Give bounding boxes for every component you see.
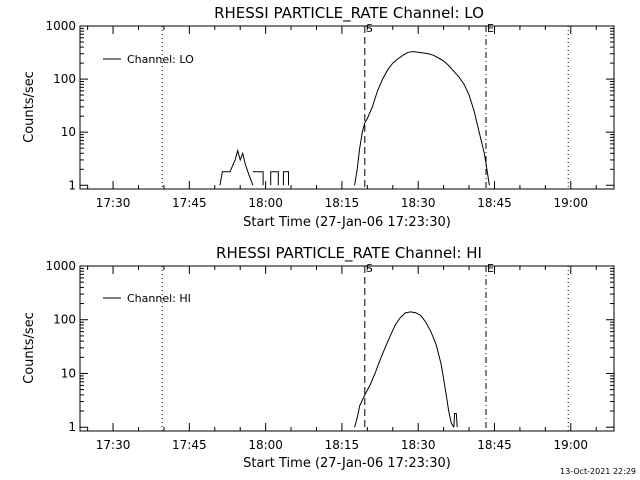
x-tick-label: 19:00 <box>553 196 588 210</box>
time-marker-label: S <box>366 22 373 35</box>
x-tick-label: 17:45 <box>172 438 207 452</box>
y-tick-label: 100 <box>53 313 76 327</box>
panel-lo-legend: Channel: LO <box>103 53 194 66</box>
y-tick-label: 100 <box>53 72 76 86</box>
panel-hi-plot-frame <box>79 265 615 432</box>
series-line <box>354 311 455 428</box>
y-tick-label: 10 <box>61 366 76 380</box>
panel-lo-title: RHESSI PARTICLE_RATE Channel: LO <box>214 4 484 23</box>
panel-lo-x-axis: 17:30 17:45 18:00 18:15 18:30 18:45 19:00 <box>87 26 597 210</box>
panel-lo-y-axis: 1 10 100 1000 <box>45 19 614 192</box>
panel-hi-y-axis-label: Counts/sec <box>22 312 37 384</box>
x-tick-label: 17:45 <box>172 196 207 210</box>
y-tick-label: 10 <box>61 125 76 139</box>
series-line <box>270 171 279 186</box>
y-tick-label: 1000 <box>45 19 76 33</box>
series-line <box>252 171 264 186</box>
x-tick-label: 18:30 <box>401 196 436 210</box>
series-line <box>219 148 254 186</box>
y-tick-label: 1 <box>68 420 76 434</box>
y-tick-label: 1 <box>68 178 76 192</box>
panel-hi-x-axis: 17:30 17:45 18:00 18:15 18:30 18:45 19:00 <box>87 266 597 452</box>
x-tick-label: 17:30 <box>96 196 131 210</box>
x-tick-label: 18:00 <box>248 438 283 452</box>
panel-hi-series <box>354 311 458 428</box>
series-line <box>282 171 289 186</box>
x-tick-label: 17:30 <box>96 438 131 452</box>
x-tick-label: 18:00 <box>248 196 283 210</box>
panel-lo-y-axis-label: Counts/sec <box>22 71 37 143</box>
x-tick-label: 19:00 <box>553 438 588 452</box>
panel-lo-x-axis-label: Start Time (27-Jan-06 17:23:30) <box>243 215 451 230</box>
panel-hi-y-axis: 1 10 100 1000 <box>45 259 614 434</box>
panel-lo: RHESSI PARTICLE_RATE Channel: LO 1101001… <box>22 4 615 230</box>
time-marker-label: E <box>487 262 494 275</box>
panel-lo-plot-frame <box>79 25 615 190</box>
panel-hi-legend: Channel: HI <box>103 292 191 305</box>
x-tick-label: 18:15 <box>325 438 360 452</box>
panel-hi-legend-label: Channel: HI <box>127 292 191 305</box>
panel-hi-x-axis-label: Start Time (27-Jan-06 17:23:30) <box>243 456 451 471</box>
x-tick-label: 18:30 <box>401 438 436 452</box>
x-tick-label: 18:15 <box>325 196 360 210</box>
panel-lo-legend-label: Channel: LO <box>127 53 194 66</box>
panel-lo-series <box>219 51 490 186</box>
footer-timestamp: 13-Oct-2021 22:29 <box>560 467 636 476</box>
time-marker-label: E <box>487 22 494 35</box>
series-line <box>453 413 458 428</box>
x-tick-label: 18:45 <box>477 438 512 452</box>
panel-hi-title: RHESSI PARTICLE_RATE Channel: HI <box>216 244 482 263</box>
panel-hi: RHESSI PARTICLE_RATE Channel: HI 1101001… <box>22 244 615 471</box>
x-tick-label: 18:45 <box>477 196 512 210</box>
series-line <box>354 51 490 186</box>
y-tick-label: 1000 <box>45 259 76 273</box>
time-marker-label: S <box>366 262 373 275</box>
